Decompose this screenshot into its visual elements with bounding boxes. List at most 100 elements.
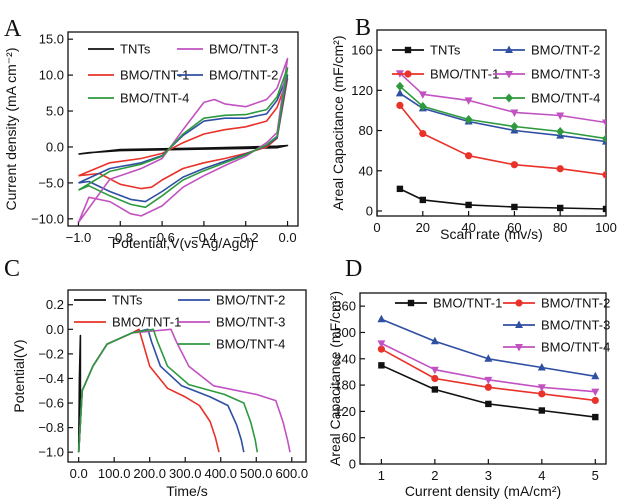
y-tick-label: 240: [334, 351, 356, 366]
x-tick-label: 1: [378, 468, 385, 483]
y-tick-label: 120: [334, 404, 356, 419]
data-point: [377, 340, 386, 348]
x-tick-label: 5: [592, 468, 599, 483]
y-tick-label: 0: [366, 203, 373, 218]
data-point: [556, 112, 565, 120]
series-group: [77, 57, 289, 223]
y-tick-label: 160: [351, 43, 373, 58]
data-point: [430, 366, 439, 375]
x-tick-label: 0.0: [70, 466, 88, 481]
x-tick-label: 400.0: [204, 466, 237, 481]
x-axis-label: Current density (mA/cm²): [405, 483, 561, 499]
legend-label: BMO/TNT-3: [209, 42, 278, 57]
data-point: [465, 201, 472, 209]
y-tick-label: 10.0: [39, 68, 64, 83]
legend-label: BMO/TNT-4: [216, 337, 285, 352]
data-point: [378, 362, 385, 369]
data-point: [430, 336, 439, 345]
y-tick-label: −10.0: [31, 211, 64, 226]
data-point: [591, 371, 600, 380]
data-point: [538, 407, 546, 414]
data-point: [537, 384, 546, 392]
legend-marker: [407, 299, 415, 307]
y-tick-label: −5.0: [38, 175, 64, 190]
data-point: [464, 97, 473, 105]
y-tick-label: 120: [351, 83, 373, 98]
legend-label: BMO/TNT-2: [209, 68, 278, 83]
data-point: [602, 119, 606, 127]
series-group: [395, 70, 606, 213]
x-tick-label: 80: [553, 220, 567, 235]
panel-a: A −1.0 −0.8 −0.6 −0.4 −0.2 0.0 −10.0 −5.0 0.0 5.0 1…: [3, 16, 299, 251]
legend-label: TNTs: [120, 42, 151, 57]
legend-label: TNTs: [112, 293, 143, 308]
x-axis-label: Time/s: [166, 483, 207, 499]
y-tick-label: −0.8: [38, 420, 64, 435]
data-point: [557, 204, 564, 212]
data-point: [538, 390, 546, 398]
data-point: [464, 114, 473, 124]
x-tick-label: 40: [461, 220, 475, 235]
series-line: [78, 67, 289, 209]
series-line: [399, 85, 606, 140]
x-tick-label: −0.8: [107, 230, 133, 245]
data-point: [431, 374, 439, 383]
y-tick-label: −1.0: [38, 445, 64, 460]
series-group: [377, 314, 600, 421]
plot-frame: [359, 292, 607, 465]
data-point: [418, 101, 427, 111]
data-point: [395, 88, 404, 97]
panel-b: B 0 20 40 60 80 100 0 40 80 120 160 Scan rate (mv/s)…: [330, 15, 617, 242]
legend-label: BMO/TNT-2: [216, 293, 285, 308]
data-point: [556, 165, 564, 173]
data-point: [377, 345, 385, 353]
x-tick-label: 4: [538, 468, 545, 483]
series-line: [381, 364, 596, 418]
legend-label: BMO/TNT-3: [531, 67, 600, 82]
legend-label: BMO/TNT-1: [120, 68, 189, 83]
legend-marker: [515, 344, 523, 352]
data-point: [537, 363, 546, 371]
data-point: [465, 152, 473, 160]
x-tick-label: 600.0: [276, 466, 309, 481]
y-tick-label: 80: [359, 123, 373, 138]
data-point: [602, 134, 606, 144]
y-tick-label: −0.6: [38, 396, 64, 411]
y-tick-label: 180: [334, 378, 356, 393]
plot-frame: [67, 289, 307, 463]
x-axis-label: Potential,V(vs Ag/Agcl): [112, 235, 254, 251]
plot-frame: [67, 31, 299, 227]
data-point: [602, 171, 606, 179]
legend-marker: [505, 93, 513, 103]
y-tick-label: 0: [349, 457, 356, 472]
y-tick-label: 0.0: [46, 139, 64, 154]
legend-label: BMO/TNT-1: [433, 296, 502, 311]
data-point: [592, 413, 599, 421]
x-tick-label: −0.2: [233, 230, 259, 245]
legend-label: BMO/TNT-3: [216, 315, 285, 330]
x-tick-label: 300.0: [169, 466, 202, 481]
x-tick-label: −0.4: [191, 230, 217, 245]
y-axis-label: Areal Capacitance (mF/cm²): [330, 35, 346, 210]
legend-label: TNTs: [430, 43, 461, 58]
x-tick-label: −0.6: [149, 230, 175, 245]
y-axis-label: Areal Capacitance (mF/cm²): [327, 291, 343, 466]
data-point: [510, 109, 519, 117]
data-point: [418, 91, 427, 99]
data-point: [485, 400, 492, 408]
legend-marker: [404, 70, 412, 78]
data-point: [602, 205, 606, 213]
x-tick-label: 0.0: [279, 230, 297, 245]
legend-label: BMO/TNT-1: [430, 67, 499, 82]
legend-label: BMO/TNT-4: [531, 91, 600, 106]
y-tick-label: 300: [334, 325, 356, 340]
y-tick-label: 0.2: [46, 297, 64, 312]
y-tick-label: −0.2: [38, 346, 64, 361]
data-point: [377, 314, 386, 323]
y-axis-label: Potential(V): [11, 339, 27, 412]
panel-label: C: [4, 256, 20, 282]
series-line: [399, 92, 606, 143]
data-point: [419, 129, 427, 138]
data-point: [484, 376, 493, 385]
